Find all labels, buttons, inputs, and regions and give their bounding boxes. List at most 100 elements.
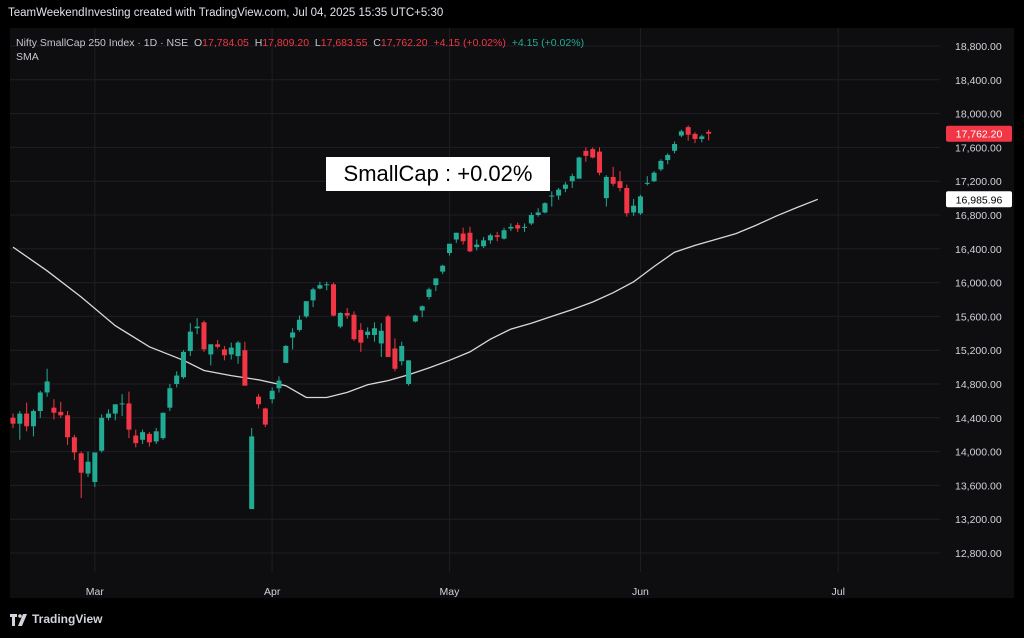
candle-body xyxy=(562,184,568,189)
candle-body xyxy=(569,176,575,182)
high-value: 17,809.20 xyxy=(262,37,310,49)
candle-body xyxy=(290,332,296,338)
candle-body xyxy=(331,284,337,316)
candle-body xyxy=(412,315,418,322)
y-tick-label: 14,000.00 xyxy=(955,447,1002,459)
candle xyxy=(556,187,562,200)
candle-body xyxy=(160,412,166,439)
candle xyxy=(228,342,234,360)
y-tick-label: 15,600.00 xyxy=(955,311,1002,323)
candle xyxy=(576,156,582,179)
candle xyxy=(446,243,452,256)
candle-body xyxy=(603,176,609,199)
candle xyxy=(71,434,77,461)
candle xyxy=(310,287,316,308)
candle-body xyxy=(303,301,309,317)
candle-body xyxy=(385,316,391,357)
candle-body xyxy=(440,265,446,272)
candle-body xyxy=(371,328,377,335)
candle xyxy=(412,314,418,323)
candle xyxy=(140,429,146,444)
change-value: +4.15 (+0.02%) xyxy=(433,37,506,49)
candle xyxy=(658,159,664,172)
candle xyxy=(426,287,432,300)
candle-body xyxy=(631,205,637,213)
candle xyxy=(385,314,391,357)
price-label-text: 17,762.20 xyxy=(956,129,1003,141)
open-value: 17,784.05 xyxy=(202,37,249,49)
candle-body xyxy=(71,437,77,453)
candle-body xyxy=(528,215,534,224)
candle xyxy=(419,305,425,318)
sma-indicator-label[interactable]: SMA xyxy=(16,51,39,63)
chart-pane[interactable] xyxy=(10,28,1014,598)
candle xyxy=(597,147,603,176)
candle-body xyxy=(208,344,214,355)
candle xyxy=(692,132,698,144)
candle xyxy=(51,399,57,420)
candle-body xyxy=(542,203,548,213)
candle xyxy=(610,166,616,187)
high-label: H xyxy=(254,37,263,49)
candle-body xyxy=(351,314,357,340)
candle-body xyxy=(58,411,64,416)
candle-body xyxy=(262,408,268,425)
candle xyxy=(296,315,302,332)
attribution-text: TeamWeekendInvesting created with Tradin… xyxy=(8,7,444,19)
footer-bar xyxy=(0,602,1024,638)
candle-body xyxy=(235,342,241,357)
candle xyxy=(651,171,657,183)
sma-line xyxy=(12,198,819,399)
candle-body xyxy=(610,176,616,184)
candle xyxy=(10,413,16,428)
candle-body xyxy=(215,344,221,347)
candle-body xyxy=(678,131,684,136)
candle-body xyxy=(535,212,541,215)
candle-body xyxy=(99,417,105,451)
candle xyxy=(37,390,43,418)
sma-layer xyxy=(12,198,819,399)
candle-body xyxy=(419,306,425,311)
candle-body xyxy=(392,348,398,369)
candle xyxy=(283,345,289,363)
candle xyxy=(17,411,23,440)
candle-body xyxy=(460,233,466,242)
candle-body xyxy=(167,388,173,408)
candle xyxy=(569,173,575,188)
tradingview-brand[interactable]: TradingView xyxy=(32,612,103,626)
candle-body xyxy=(637,196,643,214)
candle xyxy=(460,227,466,245)
ohlc-legend: Nifty SmallCap 250 Index · 1D · NSE O17,… xyxy=(16,35,584,51)
candle xyxy=(562,182,568,193)
candle xyxy=(481,236,487,248)
candle-body xyxy=(24,413,30,427)
symbol-label[interactable]: Nifty SmallCap 250 Index · 1D · NSE xyxy=(16,37,189,49)
candle xyxy=(665,153,671,165)
candle-body xyxy=(624,187,630,214)
candle-body xyxy=(706,131,712,134)
candle xyxy=(337,312,343,329)
candle-body xyxy=(617,181,623,188)
y-tick-label: 14,400.00 xyxy=(955,413,1002,425)
candle xyxy=(453,232,459,243)
candle xyxy=(242,341,248,386)
candle-body xyxy=(665,155,671,161)
y-tick-label: 16,400.00 xyxy=(955,244,1002,256)
candle xyxy=(549,191,555,207)
candle-body xyxy=(658,160,664,170)
y-tick-label: 16,000.00 xyxy=(955,278,1002,290)
x-tick-label: Apr xyxy=(264,586,281,598)
candle-body xyxy=(583,150,589,156)
x-tick-label: Jun xyxy=(632,586,649,598)
y-tick-label: 13,600.00 xyxy=(955,480,1002,492)
candle-body xyxy=(310,289,316,301)
candle xyxy=(269,387,275,404)
candle xyxy=(112,404,118,421)
candle-body xyxy=(276,380,282,389)
candle-body xyxy=(78,453,84,473)
y-tick-label: 14,800.00 xyxy=(955,379,1002,391)
candle xyxy=(378,323,384,357)
candle-body xyxy=(44,381,50,393)
candle xyxy=(467,226,473,253)
